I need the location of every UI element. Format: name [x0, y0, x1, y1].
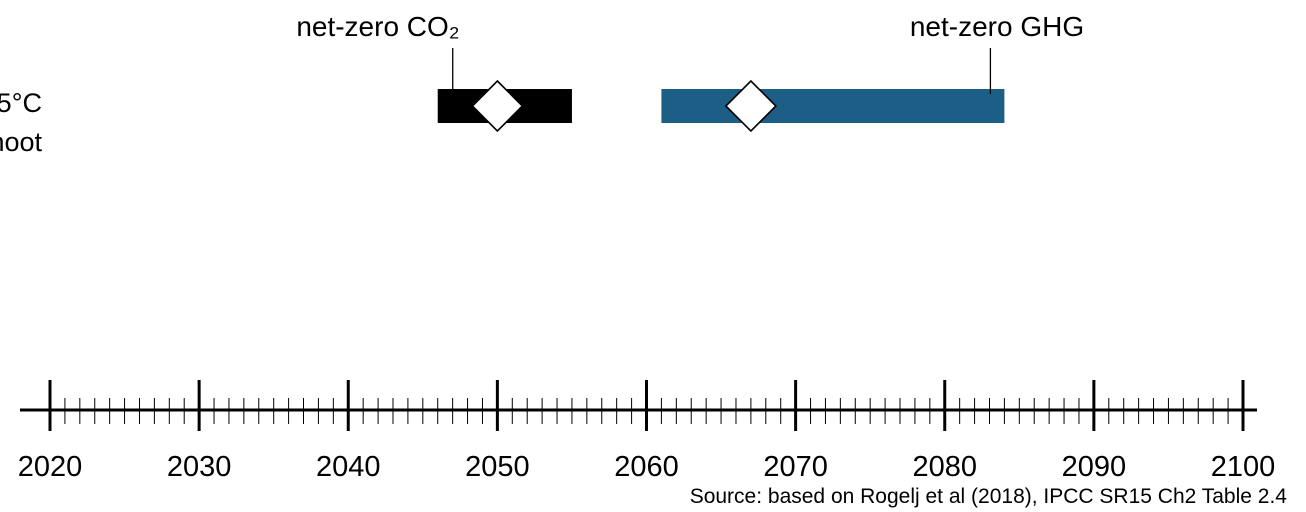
row-label-line-2: no/low overshoot — [0, 127, 42, 157]
series-label-2: net-zero GHG — [910, 11, 1084, 42]
tick-label: 2060 — [614, 451, 679, 483]
tick-label: 2100 — [1211, 451, 1276, 483]
tick-label: 2090 — [1062, 451, 1127, 483]
row-label-line-1: 1.5°C — [0, 88, 42, 118]
tick-label: 2020 — [18, 451, 83, 483]
tick-label: 2040 — [316, 451, 381, 483]
tick-label: 2070 — [763, 451, 828, 483]
median-marker-1 — [471, 79, 524, 133]
median-marker-2 — [724, 79, 778, 133]
range-bar-2 — [661, 89, 1005, 123]
tick-label: 2030 — [167, 451, 232, 483]
source-note: Source: based on Rogelj et al (2018), IP… — [690, 485, 1288, 508]
time-axis: 2020 2030 2040 2050 2060 2070 2080 2090 2100 — [18, 380, 1276, 483]
tick-label: 2050 — [465, 451, 530, 483]
tick-label: 2080 — [912, 451, 977, 483]
range-bars: net-zero CO₂ net-zero GHG — [296, 11, 1084, 133]
series-label-1: net-zero CO₂ — [296, 11, 459, 42]
